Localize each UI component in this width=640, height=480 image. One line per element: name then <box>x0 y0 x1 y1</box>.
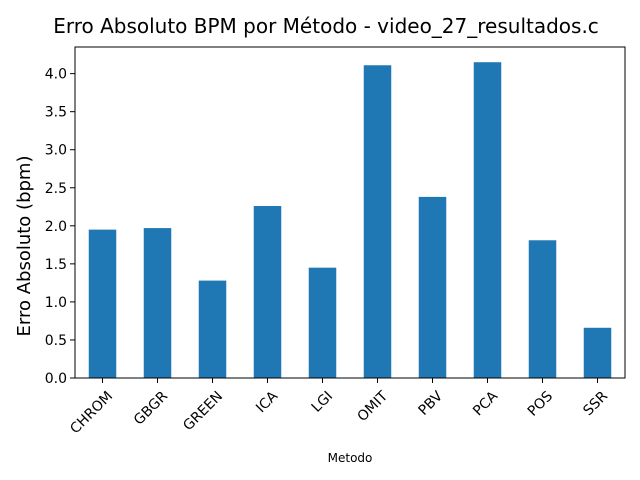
y-tick-label: 4.0 <box>45 67 67 83</box>
y-tick-label: 0.5 <box>45 333 67 349</box>
bar-green <box>198 280 227 378</box>
x-tick-label: POS <box>525 388 556 419</box>
y-tick-label: 3.0 <box>45 143 67 159</box>
x-tick-label: OMIT <box>354 388 391 425</box>
y-axis-label: Erro Absoluto (bpm) <box>14 156 35 337</box>
x-tick-label: SSR <box>580 388 611 419</box>
x-tick-label: GREEN <box>180 388 226 434</box>
x-tick-label: CHROM <box>67 388 116 437</box>
chart-title: Erro Absoluto BPM por Método - video_27_… <box>53 14 599 38</box>
y-tick-label: 1.0 <box>45 295 67 311</box>
x-tick-label: GBGR <box>131 388 171 428</box>
y-tick-label: 2.5 <box>45 181 67 197</box>
bar-lgi <box>308 267 337 378</box>
x-tick-label: ICA <box>253 388 281 416</box>
x-tick-label: LGI <box>309 388 336 415</box>
bar-ssr <box>583 327 612 378</box>
bar-pos <box>528 240 557 378</box>
bar-pca <box>473 62 502 379</box>
bar-chrom <box>88 229 117 378</box>
bars-group <box>88 62 612 379</box>
bar-ica <box>253 206 282 378</box>
x-axis-label: Metodo <box>328 451 373 465</box>
x-tick-label: PBV <box>416 388 447 419</box>
y-tick-label: 3.5 <box>45 105 67 121</box>
x-tick-label: PCA <box>470 388 501 419</box>
bar-pbv <box>418 196 447 378</box>
y-tick-label: 1.5 <box>45 257 67 273</box>
x-ticks-group: CHROM GBGR GREEN ICA LGI OMIT PBV PCA POS SSR <box>67 378 611 437</box>
y-ticks-group: 0.0 0.5 1.0 1.5 2.0 2.5 3.0 3.5 4.0 <box>45 67 75 387</box>
bar-omit <box>363 65 392 378</box>
bar-gbgr <box>143 228 172 378</box>
y-tick-label: 0.0 <box>45 371 67 387</box>
plot-frame <box>74 46 626 379</box>
y-tick-label: 2.0 <box>45 219 67 235</box>
